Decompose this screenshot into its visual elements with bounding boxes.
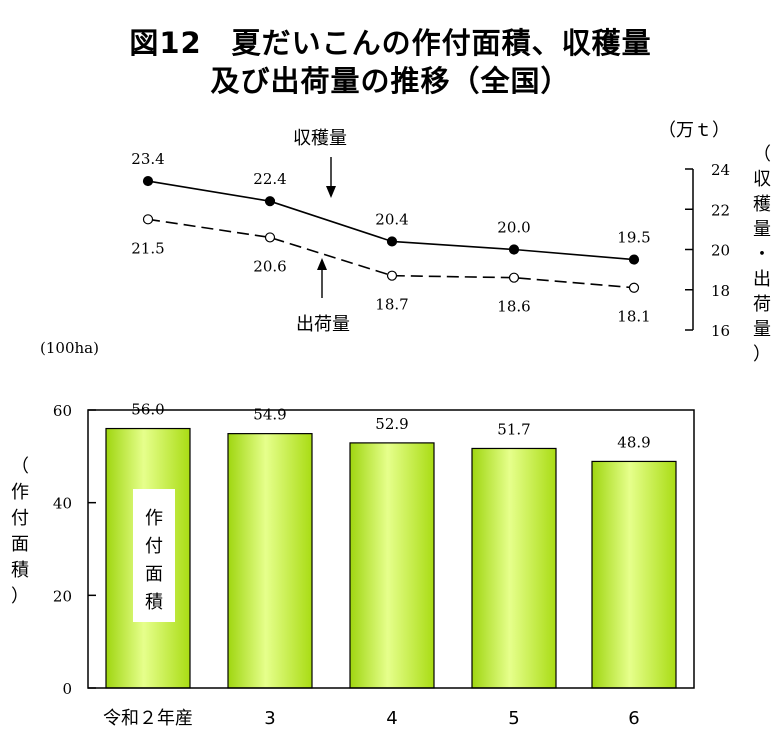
area-inner-label-char: 作	[145, 508, 163, 529]
line-axis-title-char: 穫	[753, 194, 771, 215]
x-axis-label: 6	[628, 708, 639, 729]
line-axis-title-char: 収	[753, 169, 771, 190]
area-data-label: 52.9	[375, 415, 408, 433]
line-axis-title-char: 量	[753, 219, 771, 240]
harvest-point	[628, 254, 640, 265]
area-inner-label-char: 面	[145, 564, 163, 585]
harvest-point	[142, 175, 154, 187]
chart-title-line2: 及び出荷量の推移（全国）	[210, 64, 571, 98]
harvest-point	[264, 196, 276, 207]
shipment-line	[147, 218, 635, 289]
shipment-point	[142, 214, 154, 225]
harvest-point	[508, 244, 520, 255]
bar-axis-tick-label: 20	[53, 587, 72, 605]
shipment-data-label: 18.7	[375, 296, 408, 314]
line-axis-title-char: 荷	[753, 294, 771, 315]
harvest-data-label: 19.5	[617, 229, 650, 247]
area-bar	[591, 460, 677, 689]
shipment-point	[508, 272, 520, 283]
area-inner-label-char: 積	[145, 592, 163, 613]
x-axis-label: 4	[386, 708, 397, 729]
line-axis-title-char: ）	[753, 344, 771, 365]
bar-series-group: 56.0 54.952.9 51.748.9	[105, 401, 677, 689]
shipment-data-label: 20.6	[253, 257, 286, 275]
bar-unit-label: (100ha)	[40, 339, 99, 357]
line-axis-tick-label: 24	[711, 161, 730, 179]
shipment-series-callout: 出荷量	[296, 314, 350, 335]
line-axis-title-char: 出	[753, 269, 771, 290]
harvest-data-label: 23.4	[131, 150, 164, 168]
line-axis-ticks: 16 18 20 22 24	[685, 161, 730, 340]
harvest-data-label: 22.4	[253, 170, 286, 188]
area-bar	[227, 433, 313, 689]
x-axis-labels: 令和２年産 3 4 5 6	[103, 708, 640, 729]
area-inner-label-char: 付	[145, 536, 163, 557]
bar-axis-title-char: （	[11, 456, 29, 477]
bar-axis-tick-label: 40	[53, 495, 72, 513]
area-inner-label: 作付面積	[145, 508, 163, 613]
area-inner-label-box	[133, 489, 175, 622]
bar-axis-title-char: 付	[11, 508, 29, 529]
bar-plot-frame	[87, 409, 695, 689]
bar-axis-title: （ 作付面積 ）	[11, 456, 29, 607]
line-series-group: 23.4 22.4 20.4 20.0 19.5 21.5 20.6 18.7 18.6 18.1	[131, 150, 650, 326]
bar-axis-title-char: ）	[11, 586, 29, 607]
bar-axis-title-char: 積	[11, 560, 29, 581]
bar-axis-title-char: 作	[11, 482, 29, 503]
shipment-data-label: 21.5	[131, 239, 164, 257]
area-data-label: 48.9	[617, 433, 650, 451]
harvest-data-label: 20.0	[497, 219, 530, 237]
x-axis-label: 3	[264, 708, 275, 729]
line-axis-tick-label: 22	[711, 201, 730, 219]
shipment-data-label: 18.6	[497, 298, 530, 316]
chart-title-line1: 図12 夏だいこんの作付面積、収穫量	[129, 26, 652, 60]
area-bar	[349, 442, 435, 689]
x-axis-label: 令和２年産	[103, 708, 193, 729]
bar-axis-tick-label: 0	[62, 680, 72, 698]
shipment-point	[386, 270, 398, 281]
line-axis-tick-label: 16	[711, 322, 730, 340]
line-unit-label: （万ｔ）	[658, 120, 730, 141]
bar-axis-tick-label: 60	[53, 402, 72, 420]
shipment-data-label: 18.1	[617, 308, 650, 326]
line-axis-title-char: ・	[753, 244, 771, 265]
shipment-point	[628, 282, 640, 293]
x-axis-label: 5	[508, 708, 519, 729]
line-axis-title-char: 量	[753, 319, 771, 340]
area-data-label: 51.7	[497, 420, 530, 438]
harvest-point	[386, 236, 398, 247]
area-data-label: 54.9	[253, 406, 286, 424]
area-bar	[471, 447, 557, 689]
bar-axis-title-char: 面	[11, 534, 29, 555]
line-axis-title: （収穫量・出荷量）	[753, 144, 771, 365]
bar-axis-ticks: 0 20 40 60	[53, 402, 96, 698]
line-axis-tick-label: 20	[711, 242, 730, 260]
line-axis-title-char: （	[753, 144, 771, 165]
shipment-callout-arrowhead	[317, 258, 327, 270]
line-axis-tick-label: 18	[711, 282, 730, 300]
shipment-point	[264, 232, 276, 243]
harvest-series-callout: 収穫量	[293, 128, 347, 149]
harvest-callout-arrowhead	[326, 186, 336, 198]
harvest-data-label: 20.4	[375, 210, 408, 228]
